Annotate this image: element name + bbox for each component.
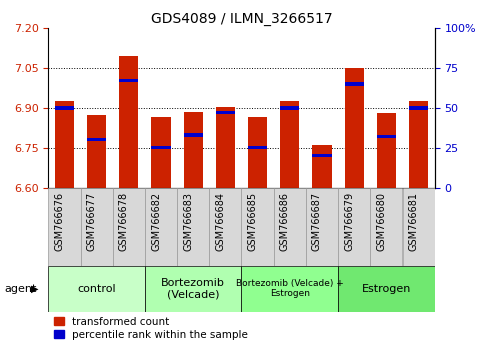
Text: GSM766681: GSM766681 <box>409 192 419 251</box>
Bar <box>119 79 139 82</box>
Text: Estrogen: Estrogen <box>362 284 411 293</box>
Bar <box>344 82 364 86</box>
Text: GSM766676: GSM766676 <box>55 192 64 251</box>
Bar <box>216 107 235 188</box>
Bar <box>274 188 306 266</box>
Text: GSM766685: GSM766685 <box>248 192 257 251</box>
Bar <box>370 188 402 266</box>
Bar <box>313 145 332 188</box>
Bar <box>48 266 145 312</box>
Bar <box>145 266 242 312</box>
Text: control: control <box>77 284 116 293</box>
Bar <box>184 112 203 188</box>
Bar <box>280 101 299 188</box>
Title: GDS4089 / ILMN_3266517: GDS4089 / ILMN_3266517 <box>151 12 332 26</box>
Bar <box>248 146 267 149</box>
Bar <box>306 188 338 266</box>
Bar <box>242 188 274 266</box>
Bar <box>81 188 113 266</box>
Text: GSM766682: GSM766682 <box>151 192 161 251</box>
Bar <box>338 188 370 266</box>
Text: GSM766683: GSM766683 <box>183 192 193 251</box>
Text: GSM766677: GSM766677 <box>86 192 97 251</box>
Text: GSM766680: GSM766680 <box>376 192 386 251</box>
Bar <box>313 154 332 157</box>
Bar <box>209 188 242 266</box>
Bar <box>377 113 396 188</box>
Bar <box>338 266 435 312</box>
Bar <box>151 146 170 149</box>
Bar <box>409 101 428 188</box>
Bar <box>409 106 428 109</box>
Bar <box>55 101 74 188</box>
Bar <box>184 133 203 137</box>
Bar <box>119 56 139 188</box>
Bar <box>280 106 299 109</box>
Bar <box>177 188 209 266</box>
Bar <box>344 68 364 188</box>
Bar <box>402 188 435 266</box>
Legend: transformed count, percentile rank within the sample: transformed count, percentile rank withi… <box>54 317 248 340</box>
Bar <box>216 111 235 114</box>
Text: GSM766687: GSM766687 <box>312 192 322 251</box>
Bar <box>377 135 396 138</box>
Text: GSM766684: GSM766684 <box>215 192 226 251</box>
Text: ▶: ▶ <box>31 284 39 293</box>
Text: GSM766686: GSM766686 <box>280 192 290 251</box>
Text: GSM766678: GSM766678 <box>119 192 129 251</box>
Bar <box>87 115 106 188</box>
Text: GSM766679: GSM766679 <box>344 192 354 251</box>
Bar <box>145 188 177 266</box>
Bar <box>87 138 106 141</box>
Bar <box>242 266 338 312</box>
Bar <box>48 188 81 266</box>
Bar <box>113 188 145 266</box>
Bar <box>55 106 74 109</box>
Bar <box>151 117 170 188</box>
Text: Bortezomib (Velcade) +
Estrogen: Bortezomib (Velcade) + Estrogen <box>236 279 344 298</box>
Text: agent: agent <box>5 284 37 293</box>
Bar <box>248 117 267 188</box>
Text: Bortezomib
(Velcade): Bortezomib (Velcade) <box>161 278 225 299</box>
